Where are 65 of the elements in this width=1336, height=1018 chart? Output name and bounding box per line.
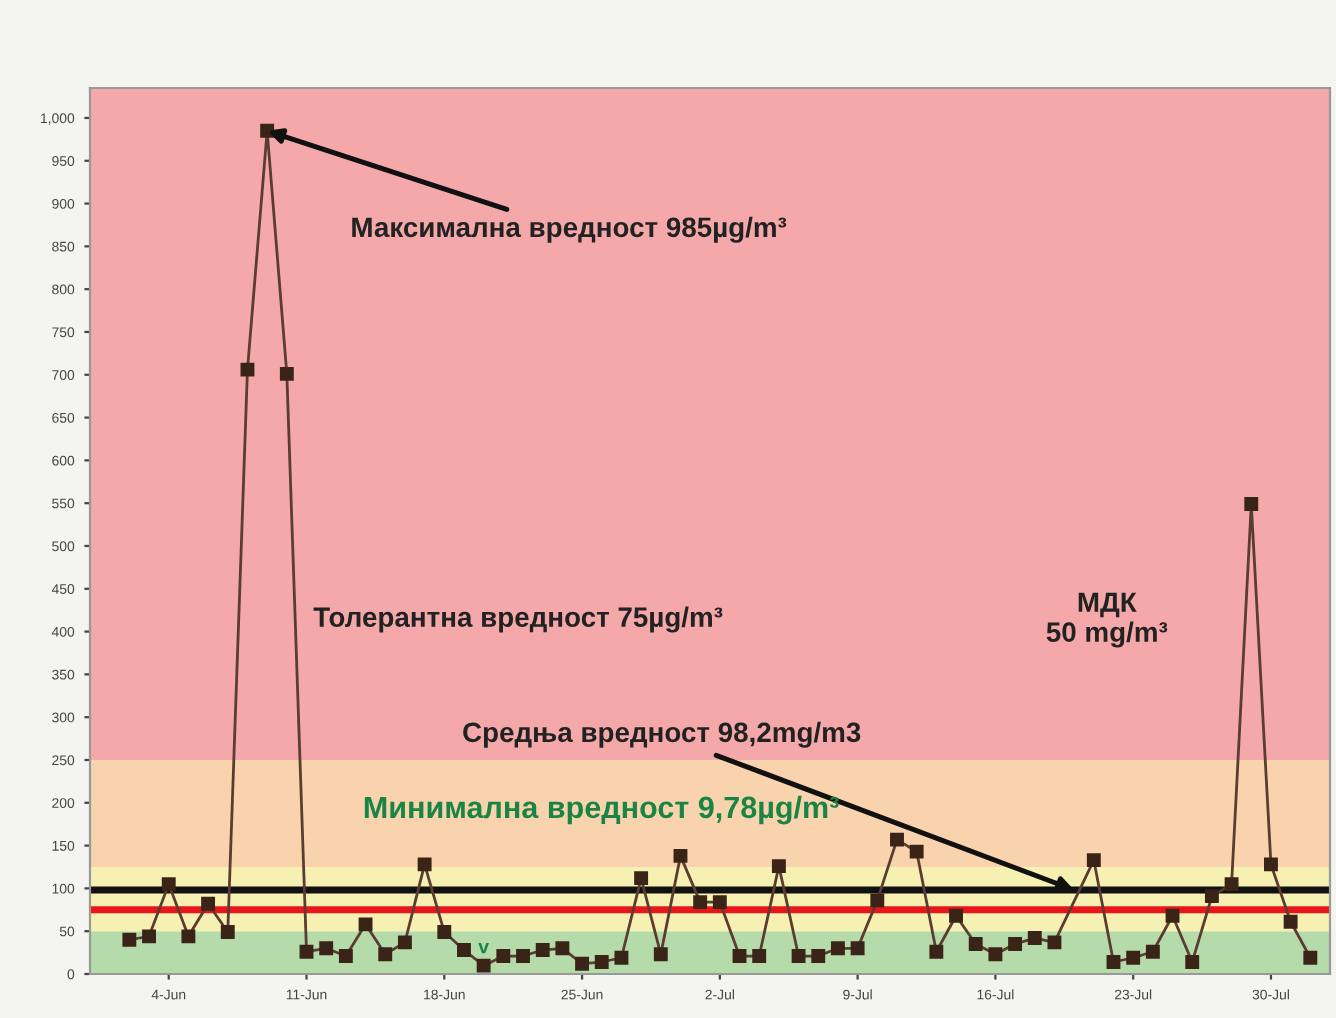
point	[437, 925, 452, 939]
point	[1283, 914, 1298, 929]
point	[220, 925, 235, 939]
point	[240, 362, 255, 377]
point	[1086, 853, 1101, 868]
point	[1008, 937, 1023, 951]
point	[516, 949, 530, 963]
point	[614, 950, 629, 965]
point	[299, 944, 314, 959]
point	[732, 949, 747, 963]
point	[1126, 950, 1141, 965]
point	[496, 949, 511, 963]
point	[1244, 497, 1259, 511]
point	[949, 908, 963, 923]
point	[634, 871, 649, 886]
point	[791, 949, 806, 963]
point	[673, 848, 688, 863]
point	[201, 896, 216, 911]
point	[279, 366, 294, 381]
point	[712, 895, 727, 910]
point	[161, 877, 176, 892]
point	[811, 949, 826, 963]
annotation: Толерантна вредност 75µg/m³	[313, 606, 723, 633]
point	[653, 947, 668, 962]
point	[752, 949, 767, 963]
annotation: Средња вредност 98,2mg/m3	[463, 721, 861, 748]
point	[1145, 944, 1160, 959]
point	[1165, 908, 1180, 923]
annotation: МДК 50 mg/m³	[1046, 592, 1168, 648]
point	[457, 943, 471, 957]
point	[358, 917, 373, 932]
point	[319, 941, 334, 956]
point	[122, 932, 137, 947]
point	[575, 956, 590, 971]
point	[968, 937, 983, 951]
annotation: Максимална вредност 985µg/m³	[352, 216, 787, 243]
point	[1047, 935, 1062, 950]
point	[870, 893, 885, 908]
point	[535, 943, 550, 957]
point	[1224, 877, 1239, 892]
point	[378, 947, 393, 962]
point	[929, 944, 944, 959]
point	[594, 955, 609, 969]
point	[181, 929, 196, 944]
point	[476, 958, 491, 973]
point	[1106, 955, 1121, 969]
point	[417, 857, 432, 872]
point	[1303, 950, 1318, 965]
point	[988, 947, 1003, 962]
point	[1204, 889, 1219, 904]
point	[830, 941, 845, 956]
point	[1185, 955, 1200, 969]
point	[338, 949, 353, 963]
point	[1264, 857, 1278, 872]
point	[890, 832, 904, 847]
point	[142, 929, 156, 944]
point	[771, 859, 786, 874]
point	[693, 895, 708, 910]
point	[909, 844, 924, 859]
point	[397, 935, 412, 950]
point	[1027, 931, 1042, 945]
point	[850, 941, 865, 956]
point	[555, 941, 570, 956]
annotation: Минимална вредност 9,78µg/m³	[364, 795, 839, 825]
annotation: v	[478, 942, 489, 954]
